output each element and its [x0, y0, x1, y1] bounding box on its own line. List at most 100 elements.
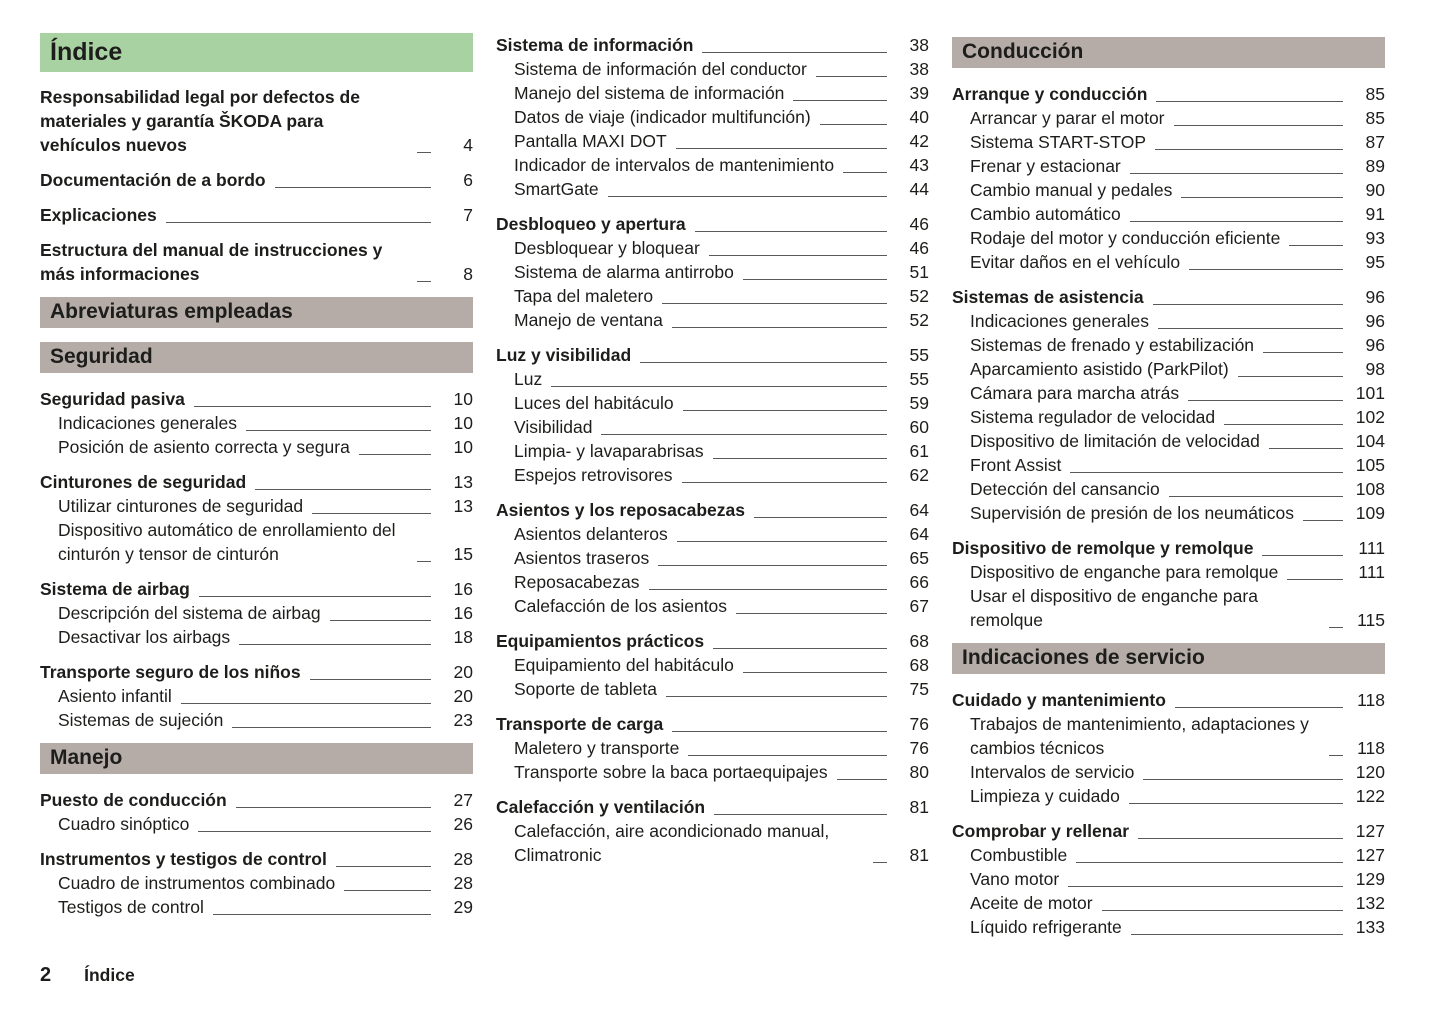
toc-group: Explicaciones 7 — [40, 203, 473, 227]
toc-leader — [675, 148, 887, 149]
toc-leader — [1130, 934, 1343, 935]
toc-leader — [232, 727, 431, 728]
toc-group: Estructura del manual de instrucciones y… — [40, 238, 473, 286]
toc-entry: Cuadro de instrumentos combinado 28 — [40, 871, 473, 895]
toc-page-number: 66 — [909, 572, 929, 592]
toc-entry-label: Intervalos de servicio — [970, 762, 1135, 782]
toc-entry-label: Testigos de control — [58, 897, 204, 917]
toc-entry-label: Dispositivo de remolque y remolque — [952, 538, 1254, 558]
toc-page-number: 120 — [1355, 762, 1385, 782]
toc-page-number: 44 — [909, 179, 929, 199]
footer-page-number: 2 — [40, 964, 52, 986]
toc-entry: Transporte sobre la baca portaequipajes 8… — [496, 760, 929, 784]
toc-page-number: 122 — [1355, 786, 1385, 806]
toc-page-number: 129 — [1355, 869, 1385, 889]
toc-group: Instrumentos y testigos de control 28 Cuad… — [40, 847, 473, 919]
toc-entry-label: Evitar daños en el vehículo — [970, 252, 1181, 272]
toc-entry-label: Front Assist — [970, 455, 1062, 475]
toc-entry: Dispositivo de limitación de velocidad 10… — [952, 429, 1385, 453]
toc-leader — [1143, 779, 1343, 780]
toc-leader — [1152, 304, 1343, 305]
toc-leader — [165, 222, 431, 223]
toc-entry: Sistemas de frenado y estabilización 96 — [952, 333, 1385, 357]
toc-page-number: 59 — [909, 393, 929, 413]
toc-entry-label: Seguridad pasiva — [40, 389, 185, 409]
toc-page-number: 75 — [909, 679, 929, 699]
toc-entry-label: Maletero y transporte — [514, 738, 680, 758]
toc-leader — [836, 779, 887, 780]
toc-group: Puesto de conducción 27 Cuadro sinóptico 26 — [40, 788, 473, 836]
toc-leader — [1101, 910, 1343, 911]
toc-leader — [180, 703, 431, 704]
toc-entry-label: Desactivar los airbags — [58, 627, 231, 647]
toc-entry-label: Sistemas de frenado y estabilización — [970, 335, 1255, 355]
toc-entry-label: Equipamientos prácticos — [496, 631, 705, 651]
toc-entry-label: Asientos delanteros — [514, 524, 668, 544]
toc-entry-label: Documentación de a bordo — [40, 170, 266, 190]
toc-entry-label: Reposacabezas — [514, 572, 640, 592]
toc-entry: Descripción del sistema de airbag 16 — [40, 601, 473, 625]
toc-group: Equipamientos prácticos 68 Equipamiento de… — [496, 629, 929, 701]
toc-entry: Sistema regulador de velocidad 102 — [952, 405, 1385, 429]
toc-leader — [682, 410, 887, 411]
toc-group: Asientos y los reposacabezas 64 Asientos d… — [496, 498, 929, 618]
toc-entry: Arranque y conducción 85 — [952, 82, 1385, 106]
toc-page-number: 65 — [909, 548, 929, 568]
toc-entry: Asientos traseros 65 — [496, 546, 929, 570]
toc-entry: Visibilidad 60 — [496, 415, 929, 439]
toc-leader — [239, 644, 431, 645]
toc-leader — [1188, 400, 1343, 401]
toc-group: Transporte seguro de los niños 20 Asiento … — [40, 660, 473, 732]
toc-entry-label: Sistema regulador de velocidad — [970, 407, 1216, 427]
toc-leader — [1070, 472, 1343, 473]
toc-entry-label: Calefacción y ventilación — [496, 797, 706, 817]
toc-entry-label: Espejos retrovisores — [514, 465, 673, 485]
toc-entry: Seguridad pasiva 10 — [40, 387, 473, 411]
toc-entry-label: Manejo de ventana — [514, 310, 663, 330]
toc-entry-label: Cambio automático — [970, 204, 1121, 224]
toc-entry: Usar el dispositivo de enganche para rem… — [952, 584, 1385, 632]
toc-page-number: 101 — [1355, 383, 1385, 403]
toc-entry-label: Rodaje del motor y conducción eficiente — [970, 228, 1281, 248]
toc-page-number: 62 — [909, 465, 929, 485]
toc-entry: Documentación de a bordo 6 — [40, 168, 473, 192]
toc-entry-label: Transporte de carga — [496, 714, 664, 734]
toc-leader — [681, 482, 887, 483]
toc-leader — [713, 648, 887, 649]
toc-leader — [662, 303, 887, 304]
toc-leader — [1158, 328, 1343, 329]
toc-group: Transporte de carga 76 Maletero y transpor… — [496, 712, 929, 784]
toc-leader — [1156, 101, 1343, 102]
toc-entry: Dispositivo de enganche para remolque 111 — [952, 560, 1385, 584]
toc-leader — [658, 565, 887, 566]
toc-entry: Indicaciones generales 10 — [40, 411, 473, 435]
toc-entry: Desbloquear y bloquear 46 — [496, 236, 929, 260]
toc-entry: Cambio manual y pedales 90 — [952, 178, 1385, 202]
toc-entry: Sistema START-STOP 87 — [952, 130, 1385, 154]
toc-entry: Cámara para marcha atrás 101 — [952, 381, 1385, 405]
toc-entry: Transporte de carga 76 — [496, 712, 929, 736]
toc-entry: Arrancar y parar el motor 85 — [952, 106, 1385, 130]
toc-leader — [694, 231, 887, 232]
toc-entry-label: Combustible — [970, 845, 1068, 865]
toc-entry: Equipamientos prácticos 68 — [496, 629, 929, 653]
toc-leader — [198, 831, 431, 832]
toc-entry: Desactivar los airbags 18 — [40, 625, 473, 649]
toc-entry-label: Dispositivo de enganche para remolque — [970, 562, 1279, 582]
toc-entry: Rodaje del motor y conducción eficiente 9… — [952, 226, 1385, 250]
section-header: Manejo — [40, 743, 473, 774]
toc-leader — [335, 866, 431, 867]
toc-leader — [1129, 173, 1343, 174]
toc-entry: Supervisión de presión de los neumáticos… — [952, 501, 1385, 525]
toc-entry: Soporte de tableta 75 — [496, 677, 929, 701]
toc-page-number: 91 — [1365, 204, 1385, 224]
toc-entry: Responsabilidad legal por defectos de ma… — [40, 85, 473, 157]
toc-page-number: 23 — [453, 710, 473, 730]
toc-page-number: 95 — [1365, 252, 1385, 272]
toc-leader — [607, 196, 887, 197]
toc-entry-label: Sistema de alarma antirrobo — [514, 262, 734, 282]
toc-leader — [1168, 496, 1343, 497]
toc-entry: Sistema de airbag 16 — [40, 577, 473, 601]
toc-page-number: 55 — [909, 369, 929, 389]
toc-entry: Indicador de intervalos de mantenimiento… — [496, 153, 929, 177]
